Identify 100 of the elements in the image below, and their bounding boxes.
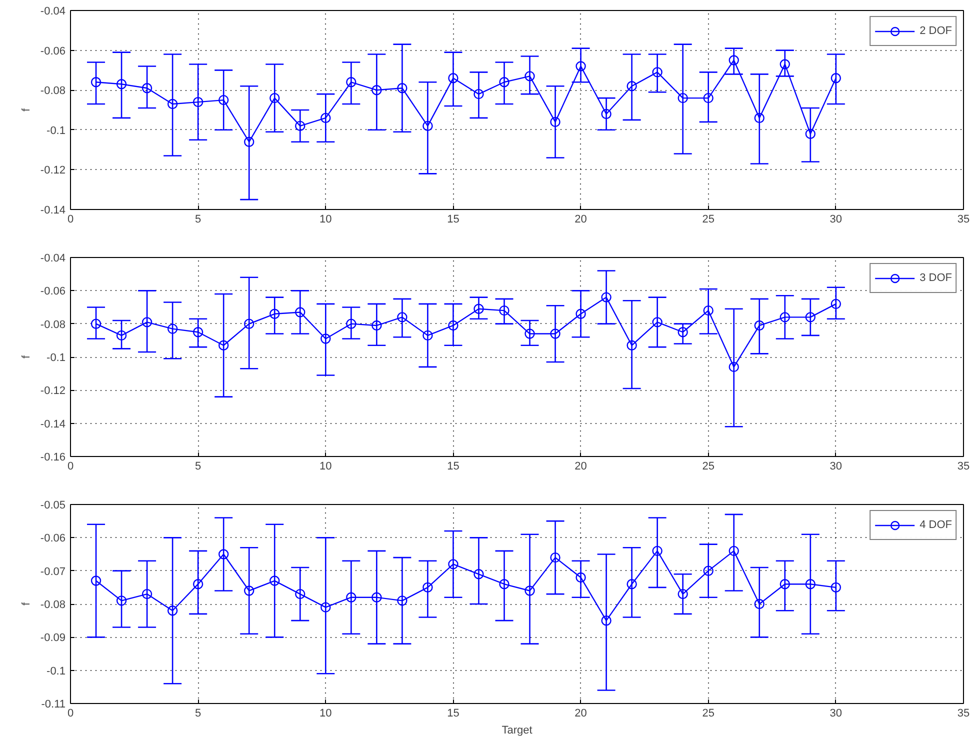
point (270, 308, 280, 319)
point (728, 362, 739, 372)
point (499, 579, 510, 590)
y-axis-title: f (20, 354, 32, 359)
point (116, 330, 127, 341)
point (754, 320, 764, 331)
point (626, 81, 637, 92)
y-tick-label: -0.04 (40, 6, 66, 18)
point (116, 79, 127, 90)
point (499, 305, 510, 316)
point (524, 586, 535, 596)
point (780, 312, 790, 322)
point (576, 61, 586, 72)
point (397, 596, 408, 606)
point (244, 318, 254, 329)
point (474, 569, 484, 580)
point (626, 579, 637, 590)
legend-label: 3 DOF (920, 272, 952, 284)
x-tick-label: 15 (447, 214, 460, 226)
point (346, 77, 356, 88)
x-axis-title: Target (502, 724, 532, 736)
x-tick-label: 0 (67, 214, 74, 226)
point (295, 307, 306, 318)
point (626, 340, 637, 350)
point (754, 112, 764, 124)
point (270, 92, 280, 104)
y-tick-label: -0.11 (41, 698, 66, 710)
point (474, 304, 484, 314)
point (703, 305, 714, 316)
x-tick-label: 10 (320, 214, 332, 226)
point (244, 136, 254, 147)
point (448, 73, 458, 84)
point (422, 330, 433, 341)
point (703, 92, 714, 104)
point (550, 116, 560, 128)
point (830, 73, 842, 84)
x-tick-label: 5 (195, 460, 202, 472)
point (192, 327, 204, 338)
point (780, 579, 790, 590)
y-tick-label: -0.06 (40, 286, 66, 298)
point (652, 546, 662, 556)
point (678, 92, 688, 104)
point (474, 88, 484, 100)
y-axis-title: f (20, 108, 32, 112)
x-tick-label: 30 (830, 214, 842, 226)
point (805, 579, 816, 590)
point (116, 596, 127, 606)
point (422, 582, 433, 593)
point (372, 85, 382, 96)
y-tick-label: -0.12 (40, 164, 66, 177)
point (448, 559, 458, 570)
point (499, 77, 510, 88)
point (218, 340, 229, 350)
point (576, 572, 586, 583)
point (524, 71, 535, 82)
point (320, 112, 331, 124)
point (652, 67, 662, 78)
point (90, 77, 102, 88)
y-axis-title: f (20, 602, 32, 606)
point (295, 120, 306, 132)
x-tick-label: 15 (447, 460, 460, 472)
x-tick-label: 10 (320, 708, 332, 720)
x-tick-label: 35 (957, 708, 970, 720)
y-tick-label: -0.07 (40, 566, 66, 578)
point (320, 602, 331, 612)
x-tick-label: 25 (702, 708, 714, 720)
x-tick-label: 0 (67, 460, 74, 472)
legend-label: 4 DOF (920, 519, 952, 531)
x-tick-label: 15 (447, 708, 460, 720)
point (218, 549, 229, 560)
point (142, 83, 152, 94)
y-tick-label: -0.05 (40, 500, 66, 512)
y-tick-label: -0.06 (40, 45, 66, 58)
point (576, 308, 586, 319)
point (90, 576, 102, 586)
point (142, 317, 152, 328)
point (678, 327, 688, 338)
point (270, 576, 280, 586)
point (320, 334, 331, 344)
point (652, 317, 662, 328)
point (703, 566, 714, 576)
x-tick-label: 0 (67, 708, 74, 720)
point (448, 320, 458, 331)
x-tick-label: 35 (957, 214, 970, 226)
point (678, 588, 688, 600)
point (346, 318, 356, 329)
point (346, 592, 356, 602)
x-tick-label: 20 (574, 708, 587, 720)
point (295, 588, 306, 600)
y-tick-label: -0.12 (40, 385, 66, 398)
y-tick-label: -0.1 (46, 352, 66, 364)
x-tick-label: 25 (702, 460, 714, 472)
point (167, 98, 178, 110)
point (167, 324, 178, 334)
y-tick-label: -0.06 (40, 532, 66, 545)
legend-label: 2 DOF (920, 25, 952, 37)
point (550, 328, 560, 339)
x-tick-label: 5 (195, 708, 202, 720)
y-tick-label: -0.14 (40, 204, 66, 216)
point (805, 312, 816, 322)
